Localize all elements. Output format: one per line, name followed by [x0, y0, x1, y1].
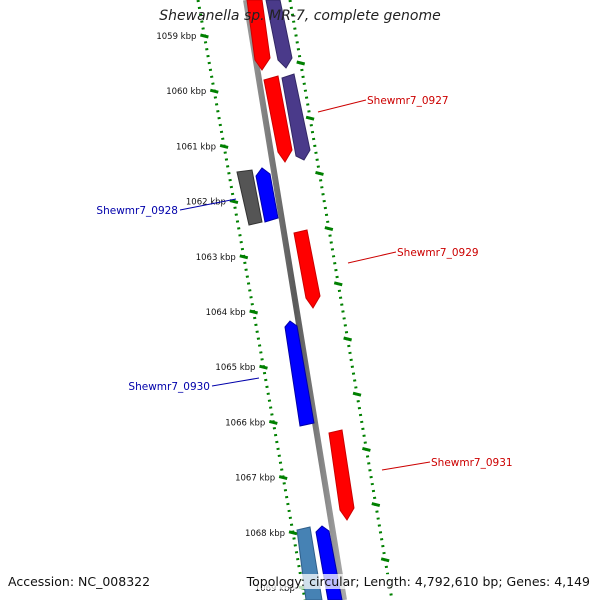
gene-shewmr7-0928-reverse-dark[interactable]	[236, 169, 263, 226]
ruler-label: 1065 kbp	[215, 363, 255, 373]
ruler-tick-right	[315, 170, 324, 176]
genome-summary: Topology: circular; Length: 4,792,610 bp…	[246, 574, 590, 589]
ruler-tick-right	[352, 391, 362, 397]
label-line-0929	[347, 251, 397, 264]
ruler-label: 1060 kbp	[166, 87, 206, 97]
ruler-tick-left	[259, 364, 268, 370]
cds-shewmr7-0927-dark[interactable]	[281, 73, 311, 161]
ruler-label: 1064 kbp	[206, 308, 246, 318]
map-title: Shewanella sp. MR-7, complete genome	[159, 8, 441, 24]
ruler-tick-left	[278, 475, 288, 481]
ruler-tick-right	[305, 115, 315, 121]
ruler-label: 1061 kbp	[176, 142, 216, 152]
ruler-tick-right	[362, 446, 371, 452]
ruler-label: 1062 kbp	[186, 198, 226, 208]
ruler-label: 1066 kbp	[225, 418, 265, 428]
ruler-label: 1063 kbp	[196, 253, 236, 263]
ruler-tick-right	[343, 336, 352, 342]
label-line-0928	[179, 198, 237, 211]
cds-shewmr7-0926-dark[interactable]	[265, 0, 293, 69]
label-line-0930	[211, 377, 260, 387]
gene-shewmr7-0930-reverse[interactable]	[284, 320, 315, 427]
gene-shewmr7-0931-forward[interactable]	[328, 429, 355, 521]
gene-shewmr7-0928-reverse[interactable]	[255, 167, 279, 223]
ruler-tick-right	[380, 557, 390, 563]
ruler-tick-left	[239, 254, 249, 260]
ruler-tick-left	[209, 88, 219, 94]
ruler-tick-left	[268, 419, 278, 425]
gene-label-0928[interactable]: Shewmr7_0928	[96, 205, 178, 217]
label-line-0927	[317, 99, 367, 113]
gene-label-0930[interactable]: Shewmr7_0930	[128, 381, 210, 393]
accession-label: Accession: NC_008322	[8, 574, 151, 589]
ruler-label: 1059 kbp	[156, 32, 196, 42]
label-line-0931	[381, 461, 431, 471]
gene-shewmr7-0926-forward[interactable]	[246, 0, 271, 71]
ruler-label: 1067 kbp	[235, 474, 275, 484]
ruler-tick-left	[219, 143, 229, 149]
ruler-tick-left	[200, 33, 209, 39]
ruler-label: 1069 kbp	[255, 584, 295, 594]
ruler-tick-left	[249, 309, 259, 315]
ruler-tick-right	[371, 502, 381, 508]
gene-label-0927[interactable]: Shewmr7_0927	[367, 95, 449, 107]
ruler-label: 1068 kbp	[245, 529, 285, 539]
genome-backbone	[243, 0, 347, 600]
ruler-tick-left	[229, 199, 239, 205]
gene-shewmr7-0927-forward[interactable]	[263, 75, 293, 163]
ruler-tick-right	[296, 60, 306, 66]
ruler-tick-left	[288, 530, 298, 536]
gene-shewmr7-0929-forward[interactable]	[293, 229, 321, 309]
gene-label-0929[interactable]: Shewmr7_0929	[397, 247, 479, 259]
ruler-tick-right	[333, 281, 343, 287]
gene-label-0931[interactable]: Shewmr7_0931	[431, 457, 513, 469]
ruler-tick-right	[324, 226, 334, 232]
